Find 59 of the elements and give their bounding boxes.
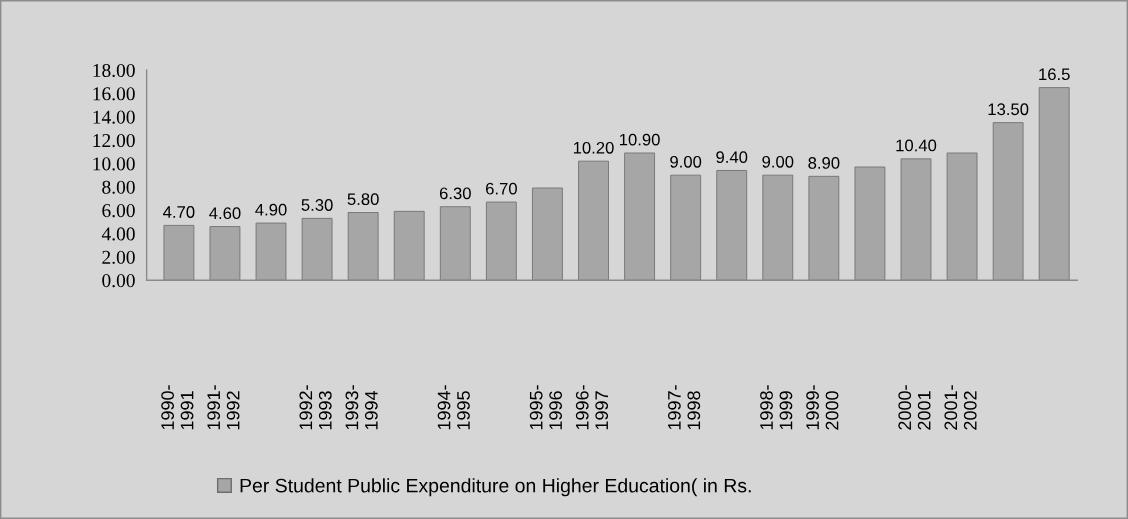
bar bbox=[1038, 87, 1070, 281]
bar bbox=[532, 187, 563, 281]
x-tick-label: 1999-2000 bbox=[806, 385, 839, 430]
bar bbox=[301, 217, 333, 281]
x-tick-label: 1996-1997 bbox=[575, 385, 609, 430]
x-tick-label: 1998-1999 bbox=[760, 385, 793, 430]
data-label: 4.70 bbox=[163, 206, 195, 218]
data-label: 9.00 bbox=[762, 155, 794, 168]
x-tick-label: 2001-2002 bbox=[944, 385, 977, 430]
y-tick-label: 14.00 bbox=[93, 110, 135, 124]
bar bbox=[946, 152, 978, 281]
x-tick-label: 1997-1998 bbox=[667, 385, 701, 430]
bar bbox=[808, 175, 840, 281]
bar bbox=[854, 166, 886, 281]
y-tick-label: 8.00 bbox=[102, 180, 135, 194]
x-tick-label: 1993-1994 bbox=[345, 385, 378, 430]
bar bbox=[670, 174, 702, 281]
data-label: 5.80 bbox=[347, 193, 379, 206]
x-tick-label: 1990-1991 bbox=[161, 385, 194, 430]
x-tick-label: 2000-2001 bbox=[898, 385, 931, 430]
y-tick-label: 4.00 bbox=[101, 227, 135, 241]
bar bbox=[900, 158, 932, 281]
data-label: 10.90 bbox=[620, 133, 660, 146]
y-tick-label: 6.00 bbox=[102, 204, 135, 218]
data-label: 16.5 bbox=[1039, 68, 1070, 81]
bar bbox=[209, 226, 241, 281]
data-label: 9.40 bbox=[716, 151, 748, 164]
data-label: 4.60 bbox=[209, 207, 241, 220]
y-tick-label: 16.00 bbox=[93, 87, 135, 101]
bar bbox=[762, 174, 794, 281]
data-label: 4.90 bbox=[255, 203, 287, 216]
y-tick-label: 0.00 bbox=[102, 274, 135, 288]
x-tick-label: 1991-1992 bbox=[207, 385, 240, 430]
data-label: 10.40 bbox=[896, 139, 937, 152]
bar bbox=[393, 210, 425, 281]
y-tick-label: 12.00 bbox=[93, 133, 135, 148]
bar bbox=[624, 152, 655, 281]
data-label: 8.90 bbox=[808, 157, 840, 169]
bar bbox=[255, 222, 287, 281]
data-label: 9.00 bbox=[670, 155, 702, 168]
legend-label: Per Student Public Expenditure on Higher Education( in Rs. bbox=[240, 478, 751, 497]
data-label: 6.30 bbox=[439, 187, 471, 200]
y-tick-label: 10.00 bbox=[93, 157, 135, 171]
y-tick-label: 18.00 bbox=[93, 63, 135, 78]
bar bbox=[439, 206, 471, 281]
bar bbox=[485, 201, 517, 281]
bar bbox=[578, 160, 609, 281]
bar bbox=[716, 170, 748, 281]
data-label: 10.20 bbox=[573, 141, 614, 154]
y-tick-label: 2.00 bbox=[102, 250, 135, 264]
bar bbox=[992, 122, 1024, 281]
x-tick-label: 1995-1996 bbox=[529, 385, 563, 430]
bar bbox=[163, 224, 195, 281]
x-tick-label: 1992-1993 bbox=[299, 385, 332, 430]
data-label: 13.50 bbox=[988, 103, 1029, 116]
x-tick-label: 1994-1995 bbox=[437, 385, 470, 430]
data-label: 6.70 bbox=[486, 182, 517, 195]
bar bbox=[347, 212, 379, 281]
data-label: 5.30 bbox=[301, 199, 333, 211]
